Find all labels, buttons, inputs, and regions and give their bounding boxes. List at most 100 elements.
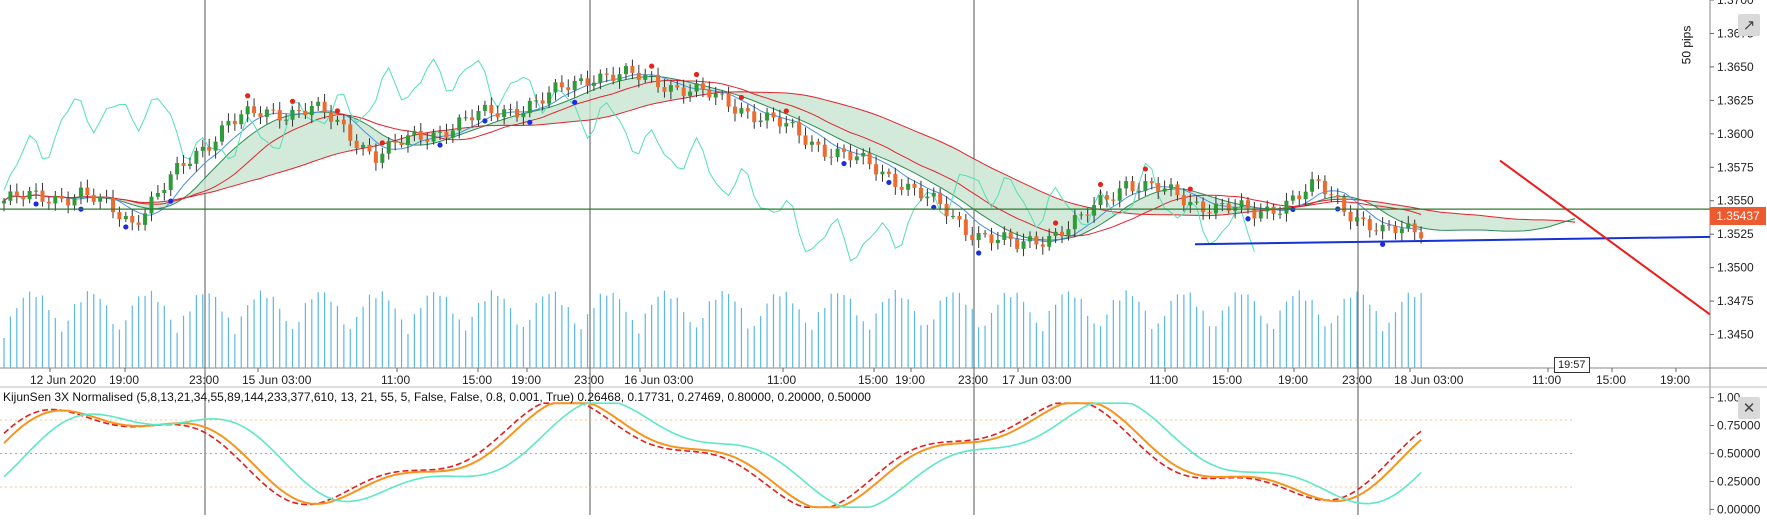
candle-body bbox=[585, 78, 590, 86]
candle-body bbox=[399, 142, 404, 145]
x-tick-label: 19:00 bbox=[109, 373, 139, 387]
support-trendline bbox=[1194, 235, 1711, 246]
candle-body bbox=[547, 92, 552, 104]
candle-body bbox=[797, 122, 802, 136]
x-tick-label: 15:00 bbox=[1596, 373, 1626, 387]
candle-body bbox=[329, 112, 334, 122]
x-tick-label: 19:00 bbox=[511, 373, 541, 387]
candle-body bbox=[1207, 212, 1212, 214]
candle-body bbox=[1188, 201, 1193, 206]
candle-body bbox=[1290, 195, 1295, 201]
candle-body bbox=[886, 171, 891, 175]
candle-body bbox=[258, 113, 263, 117]
candle-body bbox=[348, 124, 353, 141]
candle-body bbox=[1239, 200, 1244, 207]
oscillator-pane: 1.00 0.75000 0.50000 0.25000 0.00000 bbox=[0, 391, 1761, 516]
candle-body bbox=[245, 106, 250, 115]
candle-body bbox=[623, 66, 628, 75]
candle-body bbox=[470, 117, 475, 121]
candle-body bbox=[1040, 244, 1045, 247]
candle-body bbox=[707, 89, 712, 98]
y-tick-label: 1.3650 bbox=[1717, 60, 1754, 74]
candle-body bbox=[617, 74, 622, 81]
candle-body bbox=[155, 192, 160, 197]
candle-body bbox=[200, 146, 205, 151]
candle-body bbox=[713, 93, 718, 98]
candle-body bbox=[91, 194, 96, 202]
candle-body bbox=[187, 163, 192, 166]
candle-body bbox=[194, 150, 199, 164]
candle-body bbox=[989, 234, 994, 244]
candle-body bbox=[303, 110, 308, 116]
osc-series-line-0 bbox=[3, 402, 1422, 508]
candle-body bbox=[181, 163, 186, 166]
x-tick-label: 19:00 bbox=[1660, 373, 1690, 387]
candle-body bbox=[232, 120, 237, 125]
candle-body bbox=[675, 85, 680, 88]
candle-body bbox=[21, 196, 26, 200]
candle-body bbox=[1027, 236, 1032, 242]
fractal-up-dot bbox=[783, 108, 789, 114]
x-tick-label: 15 Jun 03:00 bbox=[242, 373, 312, 387]
candle-body bbox=[591, 82, 596, 86]
candle-body bbox=[732, 106, 737, 114]
candle-body bbox=[579, 78, 584, 81]
span-b-line bbox=[3, 91, 1576, 223]
fractal-up-dot bbox=[1187, 186, 1193, 192]
candle-body bbox=[354, 140, 359, 149]
candle-body bbox=[1303, 191, 1308, 200]
candle-body bbox=[277, 110, 282, 121]
candle-body bbox=[1361, 217, 1366, 220]
candle-body bbox=[726, 93, 731, 107]
candle-body bbox=[1393, 225, 1398, 234]
candle-body bbox=[175, 163, 180, 175]
candle-body bbox=[123, 216, 128, 220]
candle-body bbox=[739, 108, 744, 114]
candle-body bbox=[630, 66, 635, 73]
candle-body bbox=[495, 113, 500, 118]
current-price-tag: 1.35437 bbox=[1710, 207, 1766, 225]
candle-body bbox=[809, 141, 814, 145]
candle-body bbox=[1092, 204, 1097, 216]
candle-body bbox=[912, 183, 917, 188]
fractal-down-dot bbox=[1380, 241, 1386, 247]
fractal-down-dot bbox=[976, 250, 982, 256]
cloud-fill bbox=[4, 76, 1575, 241]
candle-body bbox=[425, 139, 430, 142]
candle-body bbox=[386, 141, 391, 154]
candle-body bbox=[1252, 208, 1257, 219]
candle-body bbox=[995, 239, 1000, 244]
fractal-up-dot bbox=[1097, 181, 1104, 188]
candle-body bbox=[720, 93, 725, 95]
candle-body bbox=[1175, 184, 1180, 196]
y-tick-label: 1.3550 bbox=[1717, 194, 1754, 208]
fractal-up-dot bbox=[289, 98, 296, 104]
candle-body bbox=[1380, 224, 1385, 232]
time-axis: 12 Jun 2020 19:00 23:00 15 Jun 03:00 11:00 15… bbox=[30, 368, 1690, 387]
candle-body bbox=[450, 130, 455, 138]
candle-body bbox=[252, 106, 257, 114]
candle-body bbox=[1399, 228, 1404, 234]
y-tick-label: 1.3450 bbox=[1717, 328, 1754, 342]
candle-body bbox=[1194, 201, 1199, 203]
candle-body bbox=[418, 130, 423, 140]
candle-body bbox=[514, 109, 519, 118]
osc-y-tick-label: 0.75000 bbox=[1717, 419, 1761, 433]
x-tick-label: 23:00 bbox=[574, 373, 604, 387]
candle-body bbox=[771, 112, 776, 118]
candle-body bbox=[1143, 181, 1148, 191]
candle-body bbox=[72, 197, 77, 206]
fractal-down-dot bbox=[168, 198, 174, 204]
popout-button[interactable]: ↗ bbox=[1738, 14, 1760, 36]
osc-series-line-1 bbox=[3, 402, 1422, 509]
close-pane-button[interactable]: ✕ bbox=[1738, 397, 1760, 419]
candle-body bbox=[393, 141, 398, 143]
candle-body bbox=[482, 104, 487, 111]
candle-body bbox=[899, 186, 904, 190]
candle-body bbox=[508, 109, 513, 111]
x-tick-label: 15:00 bbox=[858, 373, 888, 387]
candle-body bbox=[643, 74, 648, 80]
candle-body bbox=[758, 120, 763, 123]
